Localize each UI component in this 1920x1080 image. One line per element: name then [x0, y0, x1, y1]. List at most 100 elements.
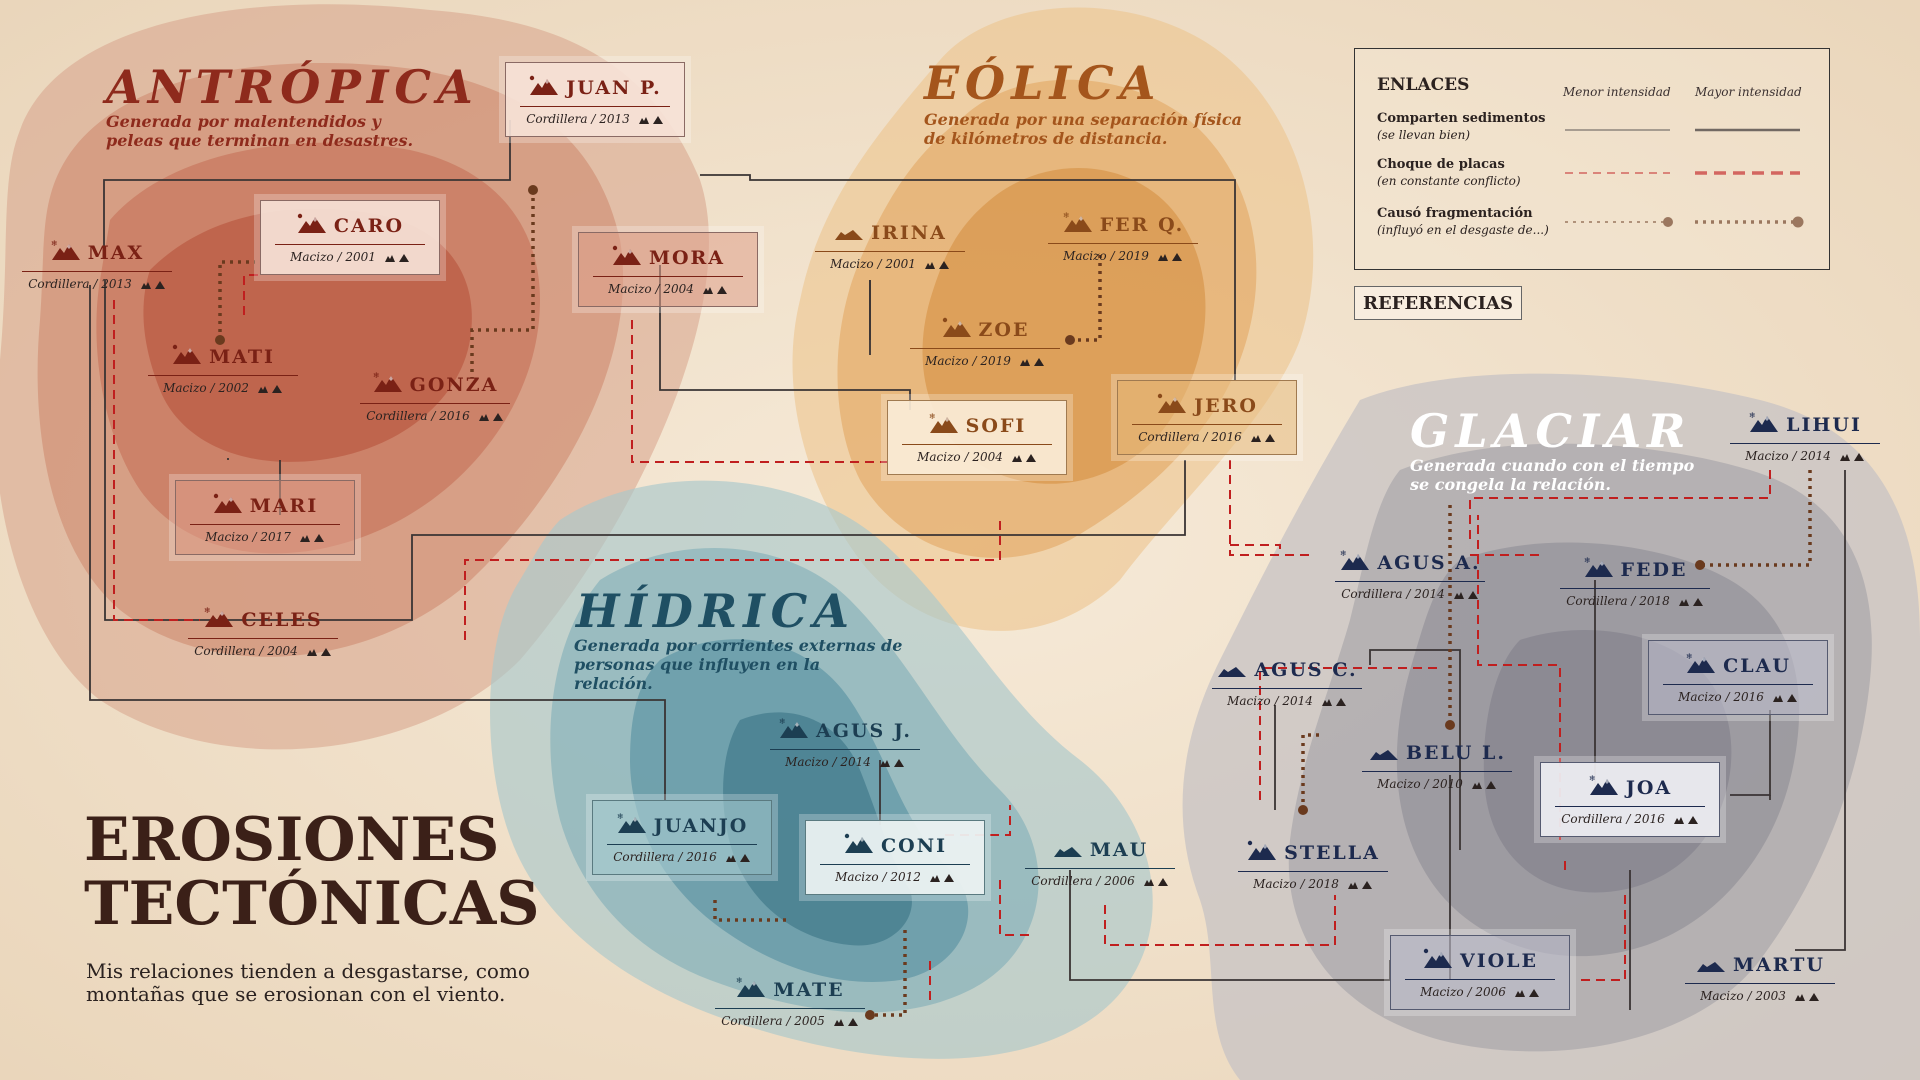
terrain-icons: [1678, 596, 1704, 607]
person-divider: [1132, 424, 1282, 425]
legend-sub-dotted: (influyó en el desgaste de...): [1377, 223, 1549, 237]
person-node-celes[interactable]: ❄ CELES Cordillera / 2004: [188, 605, 338, 658]
svg-text:❄: ❄: [1340, 549, 1349, 558]
person-node-ferq[interactable]: ❄ FER Q. Macizo / 2019: [1048, 210, 1198, 263]
person-divider: [148, 375, 298, 376]
person-node-irina[interactable]: IRINA Macizo / 2001: [815, 218, 965, 271]
person-meta-row: Cordillera / 2004: [188, 639, 338, 658]
person-node-juanjo[interactable]: ❄ JUANJO Cordillera / 2016: [592, 800, 772, 875]
person-node-gonza[interactable]: ❄ GONZA Cordillera / 2016: [360, 370, 510, 423]
person-name: JUANJO: [653, 814, 749, 837]
person-node-fede[interactable]: ❄ FEDE Cordillera / 2018: [1560, 555, 1710, 608]
person-name-row: ❄ FER Q.: [1048, 210, 1198, 243]
person-divider: [22, 271, 172, 272]
terrain-icons: [1839, 451, 1865, 462]
svg-text:❄: ❄: [373, 371, 382, 380]
mountain-snow-icon: ❄: [928, 411, 960, 440]
link-dots: [215, 185, 1705, 1020]
person-name-row: ❄ AGUS J.: [770, 716, 920, 749]
person-node-viole[interactable]: VIOLE Macizo / 2006: [1390, 935, 1570, 1010]
legend-sub-solid: (se llevan bien): [1377, 128, 1471, 142]
person-name-row: IRINA: [815, 218, 965, 251]
person-name: JOA: [1625, 776, 1673, 799]
title-line-1: EROSIONES: [84, 805, 500, 875]
person-divider: [275, 244, 425, 245]
person-name: BELU L.: [1405, 741, 1507, 764]
person-name: MAX: [87, 241, 145, 264]
person-node-mari[interactable]: MARI Macizo / 2017: [175, 480, 355, 555]
person-node-clau[interactable]: ❄ CLAU Macizo / 2016: [1648, 640, 1828, 715]
terrain-icons: [1772, 692, 1798, 703]
person-meta-row: Macizo / 2006: [1405, 980, 1555, 999]
terrain-icons: [1011, 452, 1037, 463]
svg-text:❄: ❄: [1589, 774, 1598, 783]
references-button[interactable]: REFERENCIAS: [1354, 286, 1522, 320]
person-node-max[interactable]: ❄ MAX Cordillera / 2013: [22, 238, 172, 291]
person-name: MATE: [773, 978, 845, 1001]
person-meta-row: Macizo / 2010: [1362, 772, 1512, 791]
person-node-mati[interactable]: MATI Macizo / 2002: [148, 342, 298, 395]
region-title-hidrica: HÍDRICA: [576, 584, 855, 638]
terrain-icons: [140, 279, 166, 290]
person-divider: [593, 276, 743, 277]
person-node-agusj[interactable]: ❄ AGUS J. Macizo / 2014: [770, 716, 920, 769]
mountain-snow-icon: ❄: [203, 605, 235, 634]
mountain-sun-icon: [171, 342, 203, 371]
person-node-caro[interactable]: CARO Macizo / 2001: [260, 200, 440, 275]
legend-title: ENLACES: [1377, 75, 1470, 95]
person-node-martu[interactable]: MARTU Macizo / 2003: [1685, 950, 1835, 1003]
person-meta-row: Macizo / 2001: [815, 252, 965, 271]
person-name: CONI: [881, 834, 947, 857]
person-meta: Macizo / 2001: [290, 250, 376, 264]
person-meta-row: Macizo / 2012: [820, 865, 970, 884]
mountain-sun-icon: [1422, 946, 1454, 975]
person-name-row: ❄ FEDE: [1560, 555, 1710, 588]
person-node-joa[interactable]: ❄ JOA Cordillera / 2016: [1540, 762, 1720, 837]
person-node-belul[interactable]: BELU L. Macizo / 2010: [1362, 738, 1512, 791]
person-node-agusa[interactable]: ❄ AGUS A. Cordillera / 2014: [1335, 548, 1485, 601]
person-node-sofi[interactable]: ❄ SOFI Macizo / 2004: [887, 400, 1067, 475]
legend-col-high: Mayor intensidad: [1695, 85, 1802, 99]
person-name-row: MATI: [148, 342, 298, 375]
terrain-icons: [384, 252, 410, 263]
person-node-juanp[interactable]: JUAN P. Cordillera / 2013: [505, 62, 685, 137]
person-name-row: CONI: [820, 831, 970, 864]
person-divider: [910, 348, 1060, 349]
person-node-zoe[interactable]: ZOE Macizo / 2019: [910, 315, 1060, 368]
person-node-mate[interactable]: ❄ MATE Cordillera / 2005: [715, 975, 865, 1028]
person-node-coni[interactable]: CONI Macizo / 2012: [805, 820, 985, 895]
person-node-jero[interactable]: JERO Cordillera / 2016: [1117, 380, 1297, 455]
legend-label-dashed: Choque de placas: [1377, 157, 1505, 172]
mountain-snow-icon: ❄: [1339, 548, 1371, 577]
person-node-mora[interactable]: MORA Macizo / 2004: [578, 232, 758, 307]
person-node-agusc[interactable]: AGUS C. Macizo / 2014: [1212, 655, 1362, 708]
person-name-row: STELLA: [1238, 838, 1388, 871]
legend-row-solid: Comparten sedimentos (se llevan bien): [1377, 111, 1545, 143]
person-node-mau[interactable]: MAU Cordillera / 2006: [1025, 835, 1175, 888]
person-meta-row: Macizo / 2014: [770, 750, 920, 769]
svg-text:❄: ❄: [51, 239, 60, 248]
mountain-sun-icon: [611, 243, 643, 272]
terrain-icons: [1514, 987, 1540, 998]
person-name-row: ZOE: [910, 315, 1060, 348]
person-name: MATI: [209, 345, 275, 368]
terrain-icons: [1157, 251, 1183, 262]
person-name-row: ❄ CELES: [188, 605, 338, 638]
terrain-icons: [725, 852, 751, 863]
person-name-row: AGUS C.: [1212, 655, 1362, 688]
person-meta: Macizo / 2019: [925, 354, 1011, 368]
region-title-antropica: ANTRÓPICA: [106, 60, 479, 114]
svg-text:❄: ❄: [1063, 211, 1072, 220]
person-name-row: ❄ JOA: [1555, 773, 1705, 806]
person-node-lihui[interactable]: ❄ LIHUI Macizo / 2014: [1730, 410, 1880, 463]
person-node-stella[interactable]: STELLA Macizo / 2018: [1238, 838, 1388, 891]
terrain-icons: [1019, 356, 1045, 367]
person-divider: [188, 638, 338, 639]
person-name: STELLA: [1284, 841, 1380, 864]
person-meta-row: Macizo / 2001: [275, 245, 425, 264]
person-name: GONZA: [409, 373, 499, 396]
person-name-row: ❄ MATE: [715, 975, 865, 1008]
page-subtitle: Mis relaciones tienden a desgastarse, co…: [86, 959, 530, 1006]
person-meta: Cordillera / 2014: [1341, 587, 1445, 601]
person-name: MORA: [648, 246, 726, 269]
